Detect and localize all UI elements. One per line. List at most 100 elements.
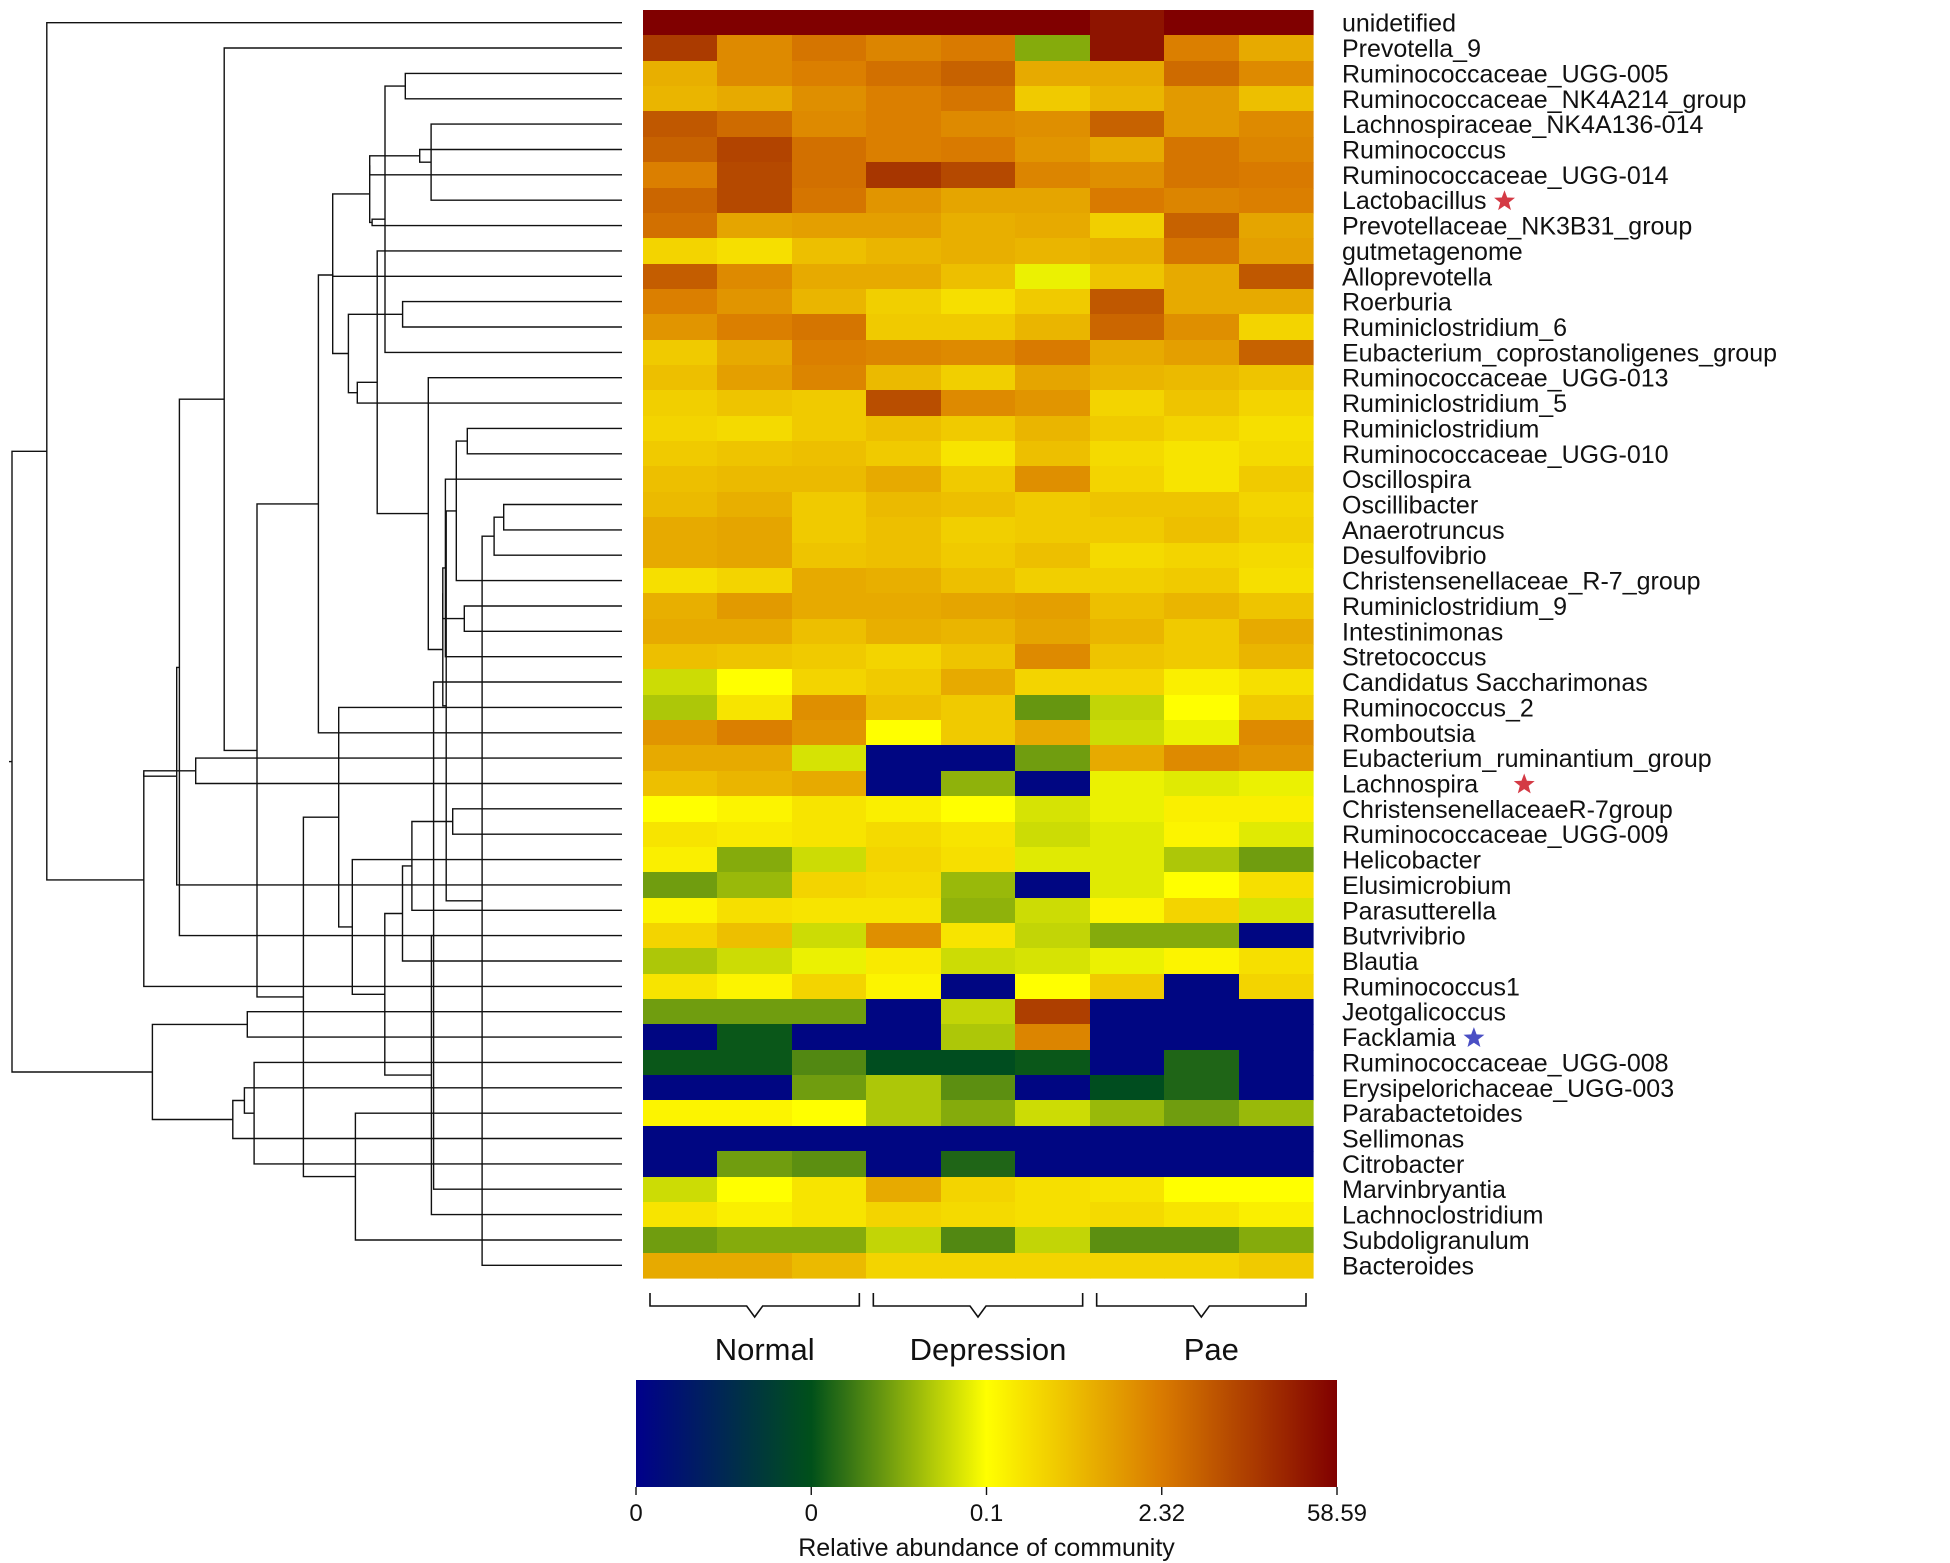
heatmap-cell: [792, 492, 867, 518]
dendrogram-link: [493, 516, 622, 556]
heatmap-cell: [643, 847, 718, 873]
heatmap-cell: [1239, 1227, 1314, 1254]
heatmap-cell: [1164, 745, 1240, 772]
heatmap-cell: [1015, 669, 1091, 696]
heatmap-cell: [643, 162, 718, 189]
heatmap-cell: [1090, 872, 1165, 899]
heatmap-cell: [717, 948, 793, 975]
heatmap-cell: [1015, 745, 1091, 772]
group-label-depression: Depression: [910, 1332, 1067, 1367]
row-label-ruminiclostridium-9: Ruminiclostridium_9: [1342, 593, 1567, 621]
heatmap-cell: [717, 568, 793, 594]
heatmap-cell: [941, 1024, 1016, 1051]
heatmap-cell: [1090, 86, 1165, 112]
heatmap-cell: [866, 35, 942, 62]
heatmap-cell: [717, 720, 793, 746]
heatmap-cell: [792, 35, 867, 62]
heatmap-cell: [792, 314, 867, 341]
heatmap-cell: [1090, 416, 1165, 442]
heatmap-cell: [1015, 872, 1091, 899]
dendrogram-link: [401, 865, 622, 962]
heatmap-cell: [941, 872, 1016, 899]
heatmap-cell: [1164, 1126, 1240, 1152]
heatmap-cell: [1015, 923, 1091, 949]
heatmap-cell: [941, 492, 1016, 518]
heatmap-cell: [866, 847, 942, 873]
heatmap-cell: [643, 1202, 718, 1228]
heatmap-cell: [1015, 543, 1091, 569]
group-label-pae: Pae: [1184, 1332, 1239, 1367]
heatmap-cell: [1164, 1151, 1240, 1178]
heatmap-cell: [1164, 517, 1240, 544]
heatmap-cell: [941, 796, 1016, 823]
heatmap-cell: [1090, 137, 1165, 163]
heatmap-cell: [1164, 948, 1240, 975]
heatmap-cell: [1239, 517, 1314, 544]
heatmap-cell: [643, 948, 718, 975]
heatmap-cell: [1164, 111, 1240, 138]
heatmap-cell: [717, 1253, 793, 1279]
heatmap-cell: [643, 1100, 718, 1127]
heatmap-cell: [643, 86, 718, 112]
red-star-icon: [1494, 190, 1515, 211]
heatmap-cell: [717, 1126, 793, 1152]
heatmap-cell: [792, 695, 867, 721]
heatmap-cell: [1239, 1126, 1314, 1152]
heatmap-cell: [717, 340, 793, 366]
heatmap-cell: [1090, 213, 1165, 239]
dendrogram-link: [256, 503, 319, 998]
heatmap-cell: [792, 644, 867, 670]
dendrogram-link: [347, 313, 403, 394]
heatmap-cell: [1090, 720, 1165, 746]
heatmap-cell: [1015, 771, 1091, 797]
heatmap-cell: [1090, 238, 1165, 265]
heatmap-cell: [1015, 1227, 1091, 1254]
row-label-romboutsia: Romboutsia: [1342, 720, 1475, 748]
heatmap-cell: [1164, 137, 1240, 163]
heatmap-cell: [866, 188, 942, 214]
heatmap-cell: [1164, 1177, 1240, 1203]
heatmap-cell: [1015, 111, 1091, 138]
row-label-ruminococcus1: Ruminococcus1: [1342, 973, 1520, 1001]
heatmap-cell: [717, 137, 793, 163]
heatmap-cell: [717, 872, 793, 899]
heatmap-cell: [941, 923, 1016, 949]
heatmap-cell: [1015, 238, 1091, 265]
heatmap-cell: [1090, 1024, 1165, 1051]
heatmap-cell: [717, 1050, 793, 1076]
heatmap-cell: [1090, 695, 1165, 721]
heatmap-cell: [1239, 416, 1314, 442]
heatmap-cell: [941, 847, 1016, 873]
dendrogram-link: [176, 666, 622, 886]
heatmap-cell: [1015, 568, 1091, 594]
row-label-ruminiclostridium-6: Ruminiclostridium_6: [1342, 314, 1567, 342]
heatmap-cell: [717, 365, 793, 391]
heatmap-cell: [717, 1202, 793, 1228]
heatmap-cell: [717, 314, 793, 341]
color-scale-tick-label: 58.59: [1307, 1500, 1367, 1527]
heatmap-cell: [717, 188, 793, 214]
heatmap-cell: [1164, 1202, 1240, 1228]
heatmap-cell: [866, 974, 942, 1000]
dendrogram-link: [195, 757, 622, 785]
heatmap-cell: [1015, 822, 1091, 848]
heatmap-cell: [1239, 923, 1314, 949]
dendrogram-link: [430, 123, 622, 201]
heatmap-cell: [941, 1126, 1016, 1152]
heatmap-cell: [1239, 822, 1314, 848]
heatmap-cell: [1164, 644, 1240, 670]
heatmap-cell: [941, 1075, 1016, 1101]
group-label-normal: Normal: [715, 1332, 815, 1367]
heatmap-cell: [643, 289, 718, 315]
group-bracket: [1095, 1293, 1307, 1319]
heatmap-cell: [643, 745, 718, 772]
heatmap-cell: [1164, 441, 1240, 467]
heatmap-cell: [1090, 492, 1165, 518]
heatmap-cell: [941, 948, 1016, 975]
heatmap-cell: [792, 923, 867, 949]
row-dendrogram: [9, 22, 622, 1266]
heatmap-cell: [1015, 1253, 1091, 1279]
dendrogram-link: [503, 503, 622, 531]
heatmap-cell: [643, 1227, 718, 1254]
